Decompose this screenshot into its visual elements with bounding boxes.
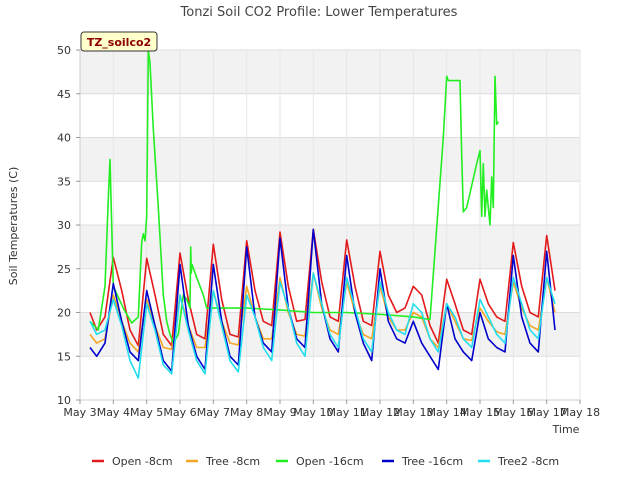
legend-label: Open -8cm: [112, 455, 173, 468]
x-tick-label: May 4: [97, 406, 130, 419]
x-axis-label: Time: [552, 423, 580, 436]
series-line-5: [89, 272, 556, 379]
chart-title: Tonzi Soil CO2 Profile: Lower Temperatur…: [180, 5, 458, 20]
series-line-3: [89, 49, 499, 344]
legend-label: Tree2 -8cm: [497, 455, 559, 468]
dataset-badge-box: [80, 31, 158, 52]
y-tick-label: 20: [57, 307, 71, 320]
y-tick-label: 30: [57, 219, 71, 232]
x-tick-label: May 10: [293, 406, 333, 419]
x-tick-label: May 18: [560, 406, 600, 419]
y-tick-label: 40: [57, 132, 71, 145]
y-tick-label: 50: [57, 44, 71, 57]
x-tick-label: May 14: [427, 406, 467, 419]
plot-band: [80, 225, 580, 269]
x-tick-label: May 12: [360, 406, 400, 419]
plot-band: [80, 50, 580, 94]
series-line-1: [89, 228, 556, 347]
series-lines: [89, 49, 556, 379]
x-tick-label: May 17: [527, 406, 567, 419]
x-tick-label: May 16: [493, 406, 533, 419]
dataset-badge-text: TZ_soilco2: [87, 36, 151, 49]
x-tick-label: May 5: [130, 406, 163, 419]
x-tick-label: May 8: [230, 406, 263, 419]
plot-band: [80, 137, 580, 182]
x-tick-label: May 7: [197, 406, 230, 419]
x-tick-label: May 15: [460, 406, 500, 419]
x-tick-label: May 13: [393, 406, 433, 419]
y-axis-ticks: 10 15 20 25 30 35 40 45 50: [57, 44, 80, 407]
legend-label: Tree -8cm: [205, 455, 260, 468]
dataset-badge: TZ_soilco2: [80, 31, 158, 52]
legend-label: Tree -16cm: [401, 455, 463, 468]
y-axis-label: Soil Temperatures (C): [7, 167, 20, 286]
x-tick-label: May 6: [163, 406, 196, 419]
y-tick-label: 25: [57, 263, 71, 276]
y-tick-label: 35: [57, 175, 71, 188]
y-tick-label: 45: [57, 88, 71, 101]
x-tick-label: May 9: [263, 406, 296, 419]
legend-label: Open -16cm: [296, 455, 364, 468]
x-tick-label: May 3: [63, 406, 96, 419]
y-tick-label: 10: [57, 394, 71, 407]
x-tick-label: May 11: [327, 406, 367, 419]
legend: Open -8cm Tree -8cm Open -16cm Tree -16cm Tr…: [92, 455, 559, 468]
y-tick-label: 15: [57, 350, 71, 363]
